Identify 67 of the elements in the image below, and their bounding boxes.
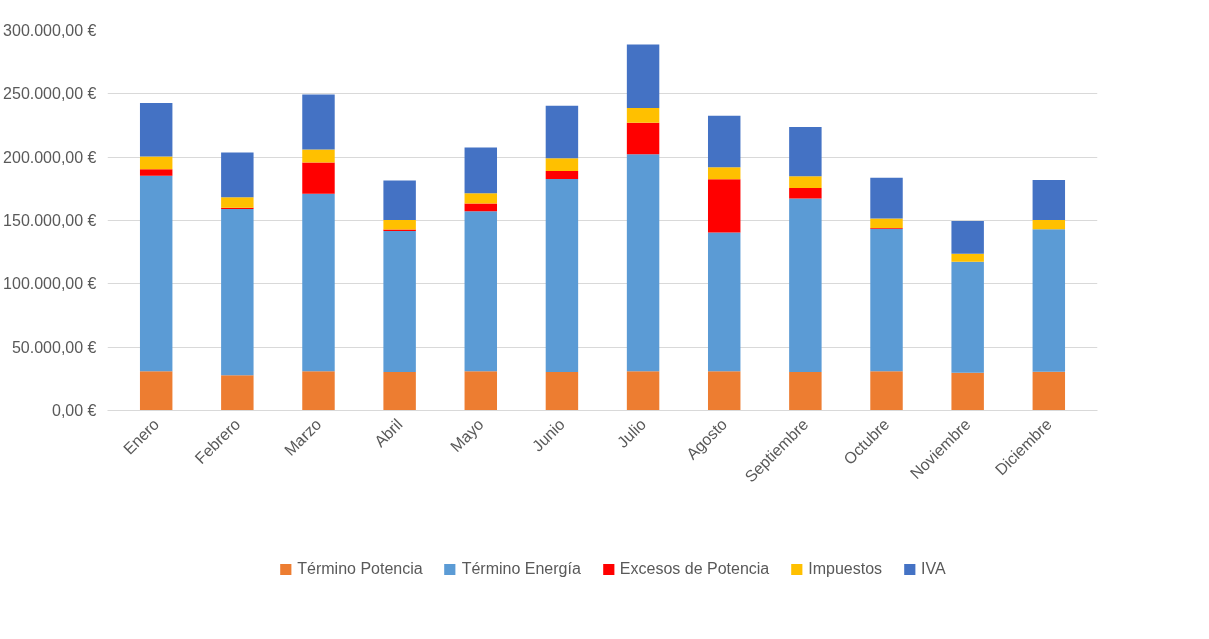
- bar: [707, 167, 741, 180]
- bar: [139, 102, 173, 157]
- y-tick-label: 50.000,00 €: [11, 338, 97, 356]
- bar: [302, 149, 335, 163]
- bar: [464, 147, 498, 194]
- bar: [221, 152, 254, 198]
- y-tick-label: 300.000,00 €: [3, 22, 97, 39]
- bar: [221, 375, 254, 411]
- y-tick-label: 200.000,00 €: [3, 148, 97, 166]
- y-tick-label: 0,00 €: [52, 402, 97, 419]
- bar: [545, 158, 579, 171]
- bar: [383, 372, 416, 411]
- bar: [951, 253, 984, 262]
- bar: [302, 193, 335, 372]
- bar: [626, 371, 660, 411]
- legend-label: Término Potencia: [297, 560, 423, 578]
- y-tick-label: 100.000,00 €: [3, 275, 97, 293]
- bar: [626, 107, 660, 123]
- bar: [789, 176, 822, 189]
- bar: [951, 372, 984, 411]
- bar: [545, 105, 579, 159]
- bar: [302, 162, 335, 194]
- bar: [545, 372, 579, 411]
- bar: [383, 231, 416, 373]
- bar: [789, 127, 822, 177]
- bar: [870, 177, 903, 219]
- bar: [139, 371, 173, 411]
- bar: [221, 197, 254, 208]
- legend-label: Excesos de Potencia: [619, 560, 770, 578]
- bar: [707, 115, 741, 168]
- bar: [139, 175, 173, 372]
- bar: [951, 221, 984, 254]
- bar: [870, 228, 903, 372]
- bar: [464, 211, 498, 372]
- bar: [789, 372, 822, 411]
- bar: [870, 218, 903, 228]
- legend-label: Impuestos: [808, 560, 883, 578]
- y-tick-label: 250.000,00 €: [3, 85, 97, 103]
- bar: [545, 179, 579, 373]
- bar: [302, 94, 335, 150]
- bar: [139, 156, 173, 170]
- bar: [464, 193, 498, 204]
- bar: [1032, 371, 1066, 411]
- bar: [302, 371, 335, 411]
- bar: [464, 371, 498, 411]
- legend-label: Término Energía: [461, 560, 581, 578]
- bar: [545, 170, 579, 180]
- bar: [707, 179, 741, 233]
- bar: [870, 371, 903, 411]
- bar: [139, 169, 173, 176]
- bar: [383, 220, 416, 230]
- bar: [626, 122, 660, 155]
- bar: [951, 261, 984, 373]
- bar: [1032, 179, 1066, 221]
- bar: [626, 44, 660, 108]
- bar: [1032, 229, 1066, 372]
- legend-label: IVA: [921, 560, 946, 578]
- x-tick-label: Julio: [613, 415, 650, 451]
- bar: [789, 198, 822, 373]
- y-tick-label: 150.000,00 €: [3, 212, 97, 229]
- bar: [221, 209, 254, 376]
- bar: [626, 154, 660, 372]
- bar: [789, 188, 822, 199]
- bar: [707, 232, 741, 372]
- bar: [707, 371, 741, 411]
- bar: [1032, 220, 1066, 230]
- bar: [383, 180, 416, 221]
